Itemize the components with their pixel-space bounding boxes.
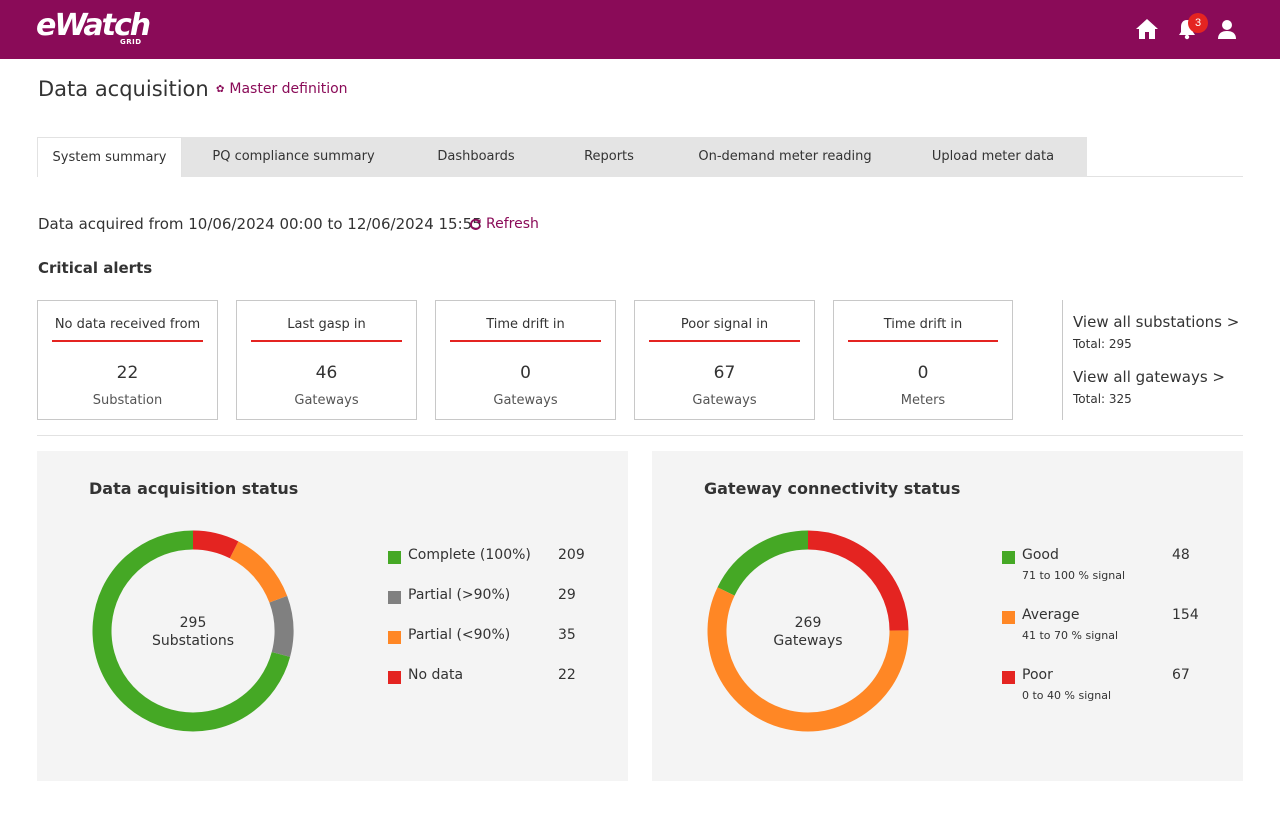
legend-value-average: 154 <box>1172 607 1199 623</box>
legend-value-poor: 67 <box>1172 667 1190 683</box>
legend-swatch-partial-over-90 <box>388 591 401 604</box>
alert-card-value: 0 <box>520 363 531 383</box>
alert-card-value: 0 <box>917 363 929 383</box>
donut-slice-average[interactable] <box>707 587 909 732</box>
alert-card-unit: Meters <box>900 393 946 408</box>
alert-card-unit: Gateways <box>493 393 558 408</box>
legend-value-partial-under-90: 35 <box>558 627 576 643</box>
view-all-gateways-link[interactable]: View all gateways > <box>1073 368 1225 386</box>
legend-sub-average: 41 to 70 % signal <box>1022 629 1119 642</box>
legend-swatch-poor <box>1002 671 1015 684</box>
donut-center-label: Gateways <box>773 633 842 649</box>
alert-card-value: 22 <box>116 363 139 383</box>
alert-card-label: No data received from <box>52 317 203 342</box>
alert-card-value: 67 <box>713 363 736 383</box>
legend-swatch-no-data <box>388 671 401 684</box>
panel-title: Data acquisition status <box>89 479 299 498</box>
data-acquisition-donut: 295 Substations <box>92 530 294 732</box>
donut-center-value: 295 <box>180 615 207 631</box>
alert-card-label: Time drift in <box>450 317 601 342</box>
legend-value-partial-over-90: 29 <box>558 587 576 603</box>
legend-sub-poor: 0 to 40 % signal <box>1022 689 1112 702</box>
donut-slice-poor[interactable] <box>807 530 909 631</box>
user-icon[interactable] <box>1214 16 1240 42</box>
legend-label-average: Average <box>1022 607 1080 623</box>
tab-system-summary[interactable]: System summary <box>37 137 182 177</box>
data-acquisition-status-panel: Data acquisition status 295 Substations … <box>37 451 628 781</box>
bell-icon[interactable]: 3 <box>1174 13 1208 42</box>
tab-pq-compliance-summary[interactable]: PQ compliance summary <box>212 149 375 164</box>
legend-label-poor: Poor <box>1022 667 1053 683</box>
legend-value-no-data: 22 <box>558 667 576 683</box>
legend-label-good: Good <box>1022 547 1059 563</box>
donut-slice-partial-90[interactable] <box>269 595 294 657</box>
alert-card-last-gasp[interactable]: Last gasp in 46 Gateways <box>236 300 417 420</box>
master-definition-label: Master definition <box>229 81 348 97</box>
critical-alerts-title: Critical alerts <box>38 259 153 277</box>
legend-value-good: 48 <box>1172 547 1190 563</box>
legend-label-partial-under-90: Partial (<90%) <box>408 627 511 643</box>
gateway-connectivity-status-panel: Gateway connectivity status 269 Gateways… <box>652 451 1243 781</box>
tab-dashboards[interactable]: Dashboards <box>437 149 515 164</box>
donut-slice-no-data[interactable] <box>192 530 239 559</box>
alert-card-label: Time drift in <box>848 317 998 342</box>
legend-swatch-good <box>1002 551 1015 564</box>
logo-sub-text: GRID <box>120 38 142 46</box>
vertical-divider <box>1062 300 1063 420</box>
alert-card-time-drift-meters[interactable]: Time drift in 0 Meters <box>833 300 1013 420</box>
notification-badge: 3 <box>1188 13 1208 33</box>
legend-value-complete: 209 <box>558 547 585 563</box>
donut-center-value: 269 <box>795 615 822 631</box>
top-bar: eWatch GRID 3 <box>0 0 1280 59</box>
page-title: Data acquisition <box>38 77 209 101</box>
acquisition-range: Data acquired from 10/06/2024 00:00 to 1… <box>38 215 482 233</box>
alert-card-label: Poor signal in <box>649 317 800 342</box>
tab-bar: System summary PQ compliance summary Das… <box>37 137 1243 177</box>
donut-slice-good[interactable] <box>717 530 809 596</box>
alert-card-poor-signal[interactable]: Poor signal in 67 Gateways <box>634 300 815 420</box>
view-all-substations-link[interactable]: View all substations > <box>1073 313 1240 331</box>
legend-label-partial-over-90: Partial (>90%) <box>408 587 511 603</box>
tab-on-demand-meter-reading[interactable]: On-demand meter reading <box>698 149 872 164</box>
gateway-connectivity-donut: 269 Gateways <box>707 530 909 732</box>
top-icons: 3 <box>1134 13 1240 42</box>
legend-label-no-data: No data <box>408 667 464 683</box>
legend-swatch-partial-under-90 <box>388 631 401 644</box>
gateways-total: Total: 325 <box>1073 392 1132 406</box>
tab-upload-meter-data[interactable]: Upload meter data <box>931 149 1055 164</box>
logo-text: eWatch <box>36 8 151 43</box>
alert-card-no-data[interactable]: No data received from 22 Substation <box>37 300 218 420</box>
refresh-button[interactable]: Refresh <box>469 216 539 232</box>
alert-card-unit: Gateways <box>692 393 757 408</box>
legend-label-complete: Complete (100%) <box>408 547 531 563</box>
alert-card-value: 46 <box>315 363 338 383</box>
section-divider <box>37 435 1243 436</box>
substations-total: Total: 295 <box>1073 337 1132 351</box>
home-icon[interactable] <box>1134 16 1160 42</box>
refresh-label: Refresh <box>486 216 539 232</box>
alert-card-unit: Gateways <box>294 393 359 408</box>
tab-strip: System summary PQ compliance summary Das… <box>37 137 1087 177</box>
donut-slice-partial-90[interactable] <box>229 541 288 603</box>
donut-center-label: Substations <box>152 633 234 649</box>
legend-swatch-average <box>1002 611 1015 624</box>
legend-swatch-complete <box>388 551 401 564</box>
alert-card-time-drift-gateways[interactable]: Time drift in 0 Gateways <box>435 300 616 420</box>
alert-card-unit: Substation <box>92 393 163 408</box>
refresh-icon <box>470 218 482 230</box>
legend-sub-good: 71 to 100 % signal <box>1022 569 1126 582</box>
tab-reports[interactable]: Reports <box>584 149 634 164</box>
ewatch-logo[interactable]: eWatch GRID <box>36 8 151 46</box>
gear-icon: ✿ <box>216 83 225 95</box>
panel-title: Gateway connectivity status <box>704 479 961 498</box>
donut-slice-complete-100[interactable] <box>92 530 291 732</box>
alert-card-label: Last gasp in <box>251 317 402 342</box>
master-definition-link[interactable]: ✿ Master definition <box>216 81 348 97</box>
